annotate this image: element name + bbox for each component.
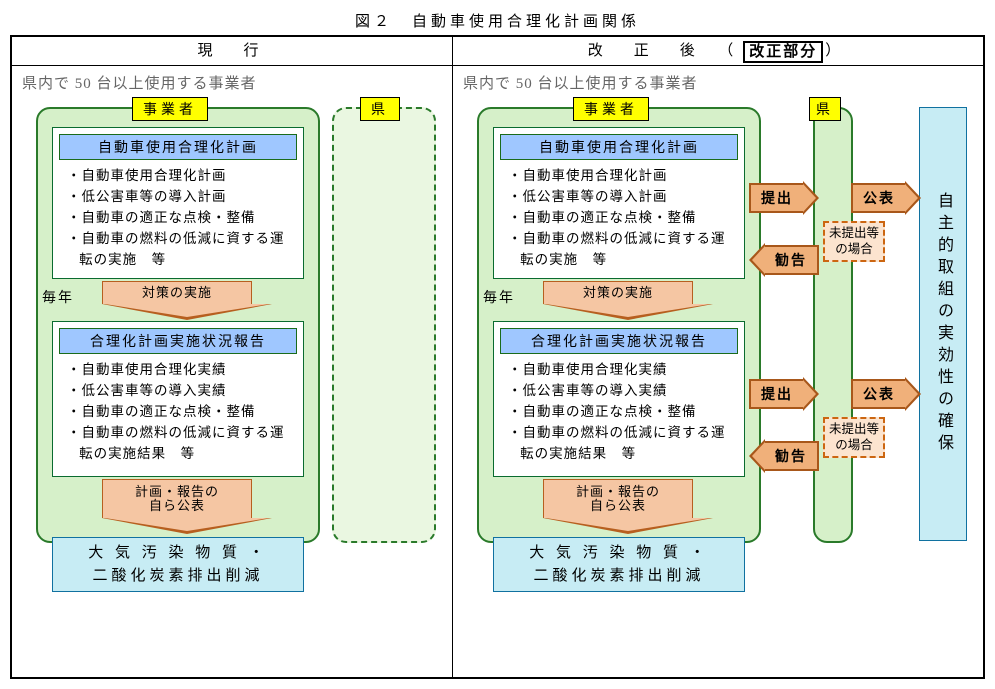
- plan-card-left: 自動車使用合理化計画 ・自動車使用合理化計画 ・低公害車等の導入計画 ・自動車の…: [52, 127, 304, 279]
- result-box-left: 大 気 汚 染 物 質 ・ 二酸化炭素排出削減: [52, 537, 304, 592]
- col-header-current: 現 行: [12, 37, 452, 66]
- selfpublish-arrow-left: 計画・報告の 自ら公表: [102, 479, 252, 534]
- measures-arrow-right: 対策の実施: [543, 281, 693, 320]
- effectiveness-column: 自主的取組の実効性の確保: [919, 107, 967, 541]
- nonsubmit-note-plan: 未提出等 の場合: [823, 221, 885, 262]
- column-current: 現 行 県内で 50 台以上使用する事業者 事業者 県 自動車使用合理化計画 ・…: [12, 37, 453, 677]
- arrow-publish-report: 公表: [851, 379, 921, 409]
- plan-head-left: 自動車使用合理化計画: [59, 134, 297, 160]
- arrow-publish-plan: 公表: [851, 183, 921, 213]
- arrow-submit-plan: 提出: [749, 183, 819, 213]
- subhead-current: 県内で 50 台以上使用する事業者: [12, 66, 452, 95]
- plan-body-right: ・自動車使用合理化計画 ・低公害車等の導入計画 ・自動車の適正な点検・整備 ・自…: [494, 166, 744, 277]
- subhead-revised: 県内で 50 台以上使用する事業者: [453, 66, 983, 95]
- figure-root: 図２ 自動車使用合理化計画関係 現 行 県内で 50 台以上使用する事業者 事業…: [10, 10, 985, 679]
- arrow-submit-report: 提出: [749, 379, 819, 409]
- report-head-right: 合理化計画実施状況報告: [500, 328, 738, 354]
- nonsubmit-note-report: 未提出等 の場合: [823, 417, 885, 458]
- pref-tab-left: 県: [360, 97, 400, 121]
- operator-tab-right: 事業者: [573, 97, 649, 121]
- report-body-left: ・自動車使用合理化実績 ・低公害車等の導入実績 ・自動車の適正な点検・整備 ・自…: [53, 360, 303, 471]
- column-revised: 改 正 後 （改正部分） 県内で 50 台以上使用する事業者 事業者 県 自動車…: [453, 37, 983, 677]
- measures-arrow-left: 対策の実施: [102, 281, 252, 320]
- plan-card-right: 自動車使用合理化計画 ・自動車使用合理化計画 ・低公害車等の導入計画 ・自動車の…: [493, 127, 745, 279]
- pref-panel-left: [332, 107, 436, 543]
- figure-title: 図２ 自動車使用合理化計画関係: [10, 10, 985, 31]
- report-card-left: 合理化計画実施状況報告 ・自動車使用合理化実績 ・低公害車等の導入実績 ・自動車…: [52, 321, 304, 477]
- yearly-label-left: 毎年: [42, 287, 74, 307]
- selfpublish-arrow-right: 計画・報告の 自ら公表: [543, 479, 693, 534]
- arrow-advise-report: 勧告: [749, 441, 819, 471]
- plan-body-left: ・自動車使用合理化計画 ・低公害車等の導入計画 ・自動車の適正な点検・整備 ・自…: [53, 166, 303, 277]
- pref-tab-right: 県: [809, 97, 841, 121]
- plan-head-right: 自動車使用合理化計画: [500, 134, 738, 160]
- yearly-label-right: 毎年: [483, 287, 515, 307]
- report-body-right: ・自動車使用合理化実績 ・低公害車等の導入実績 ・自動車の適正な点検・整備 ・自…: [494, 360, 744, 471]
- outer-frame: 現 行 県内で 50 台以上使用する事業者 事業者 県 自動車使用合理化計画 ・…: [10, 35, 985, 679]
- report-head-left: 合理化計画実施状況報告: [59, 328, 297, 354]
- operator-tab-left: 事業者: [132, 97, 208, 121]
- col-header-revised: 改 正 後 （改正部分）: [453, 37, 983, 66]
- arrow-advise-plan: 勧告: [749, 245, 819, 275]
- pref-panel-right: [813, 107, 853, 543]
- arena-left: 事業者 県 自動車使用合理化計画 ・自動車使用合理化計画 ・低公害車等の導入計画…: [12, 93, 452, 673]
- arena-right: 事業者 県 自動車使用合理化計画 ・自動車使用合理化計画 ・低公害車等の導入計画…: [453, 93, 983, 673]
- report-card-right: 合理化計画実施状況報告 ・自動車使用合理化実績 ・低公害車等の導入実績 ・自動車…: [493, 321, 745, 477]
- result-box-right: 大 気 汚 染 物 質 ・ 二酸化炭素排出削減: [493, 537, 745, 592]
- revised-tag: 改正部分: [743, 41, 823, 63]
